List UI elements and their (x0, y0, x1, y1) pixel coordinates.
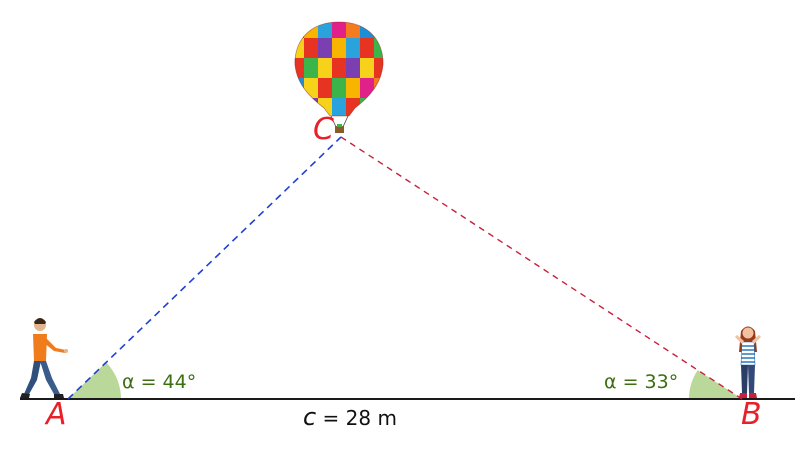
angle-a-sector (68, 362, 121, 399)
waving-woman-icon (735, 326, 761, 398)
vertex-label-b: B (741, 397, 762, 432)
vertex-label-c: C (313, 112, 334, 147)
angle-a-label: α = 44° (122, 371, 196, 393)
vertex-label-a: A (44, 397, 67, 432)
walking-man-icon (20, 318, 68, 398)
hot-air-balloon-icon (294, 21, 384, 133)
angle-b-sector (689, 370, 742, 399)
side-c-value: = 28 m (316, 406, 397, 430)
line-b-to-c (340, 136, 743, 400)
line-a-to-c (67, 136, 342, 400)
side-c-variable: c (303, 403, 316, 431)
side-c-label: c = 28 m (303, 403, 397, 431)
angle-b-label: α = 33° (604, 371, 678, 393)
